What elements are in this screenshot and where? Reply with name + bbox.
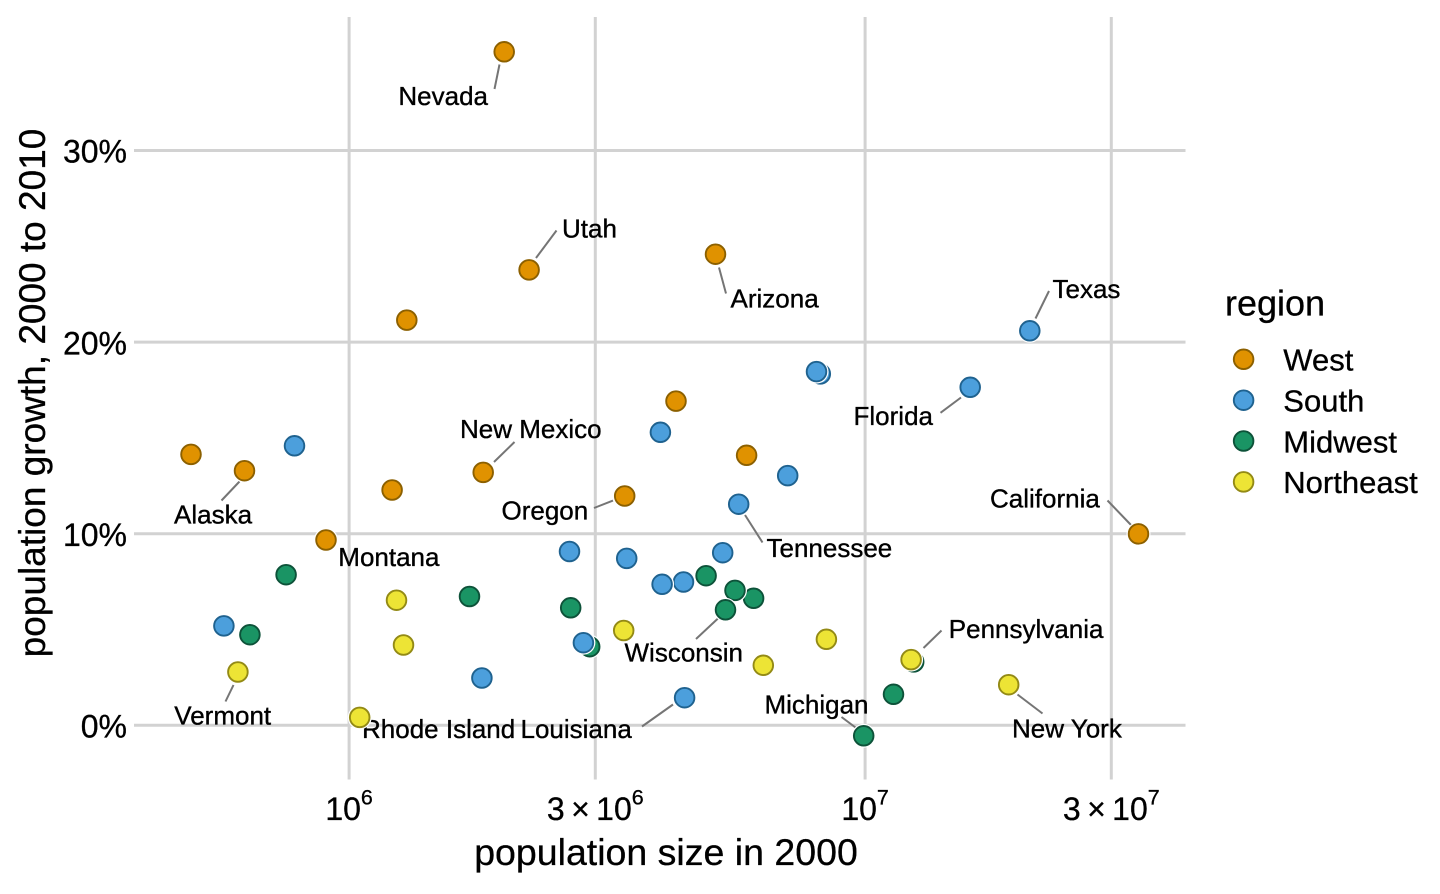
svg-text:Vermont: Vermont: [174, 701, 272, 731]
svg-text:population growth, 2000 to 201: population growth, 2000 to 2010: [12, 129, 53, 658]
svg-text:Rhode Island: Rhode Island: [362, 714, 515, 744]
svg-text:Louisiana: Louisiana: [521, 714, 633, 744]
svg-text:30%: 30%: [63, 134, 127, 170]
svg-text:Midwest: Midwest: [1283, 424, 1397, 459]
svg-text:Alaska: Alaska: [174, 500, 253, 530]
svg-text:Northeast: Northeast: [1283, 465, 1418, 500]
svg-text:Michigan: Michigan: [764, 690, 868, 720]
svg-text:South: South: [1283, 384, 1364, 419]
svg-text:Texas: Texas: [1053, 274, 1121, 304]
svg-text:Florida: Florida: [854, 401, 934, 431]
svg-text:West: West: [1283, 343, 1353, 378]
svg-text:Montana: Montana: [338, 542, 440, 572]
svg-text:Nevada: Nevada: [398, 81, 488, 111]
svg-text:10%: 10%: [63, 517, 127, 553]
svg-text:population size in 2000: population size in 2000: [474, 831, 858, 873]
svg-text:New York: New York: [1012, 714, 1123, 744]
svg-text:region: region: [1225, 283, 1325, 324]
svg-text:Wisconsin: Wisconsin: [625, 638, 743, 668]
svg-text:3 × 106: 3 × 106: [547, 786, 644, 828]
svg-text:0%: 0%: [81, 709, 127, 745]
svg-text:3 × 107: 3 × 107: [1063, 786, 1160, 828]
svg-text:New Mexico: New Mexico: [460, 414, 602, 444]
svg-text:Utah: Utah: [562, 214, 617, 244]
svg-text:20%: 20%: [63, 325, 127, 361]
svg-text:Oregon: Oregon: [502, 496, 589, 526]
svg-text:Arizona: Arizona: [731, 284, 820, 314]
svg-text:California: California: [990, 484, 1100, 514]
svg-text:Pennsylvania: Pennsylvania: [949, 614, 1104, 644]
svg-text:Tennessee: Tennessee: [767, 533, 893, 563]
